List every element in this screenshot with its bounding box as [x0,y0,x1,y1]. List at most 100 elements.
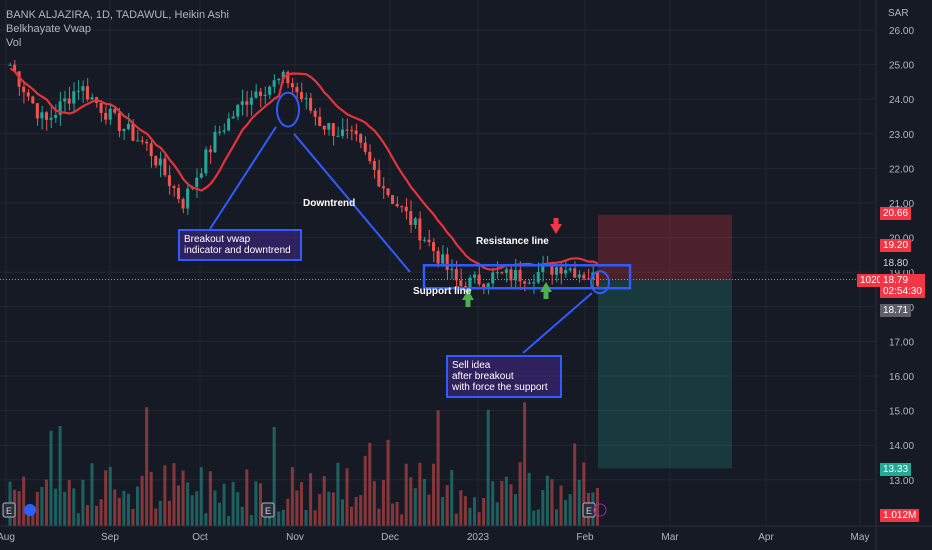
earnings-marker[interactable] [582,502,596,518]
volume-bar [523,402,527,526]
earnings-marker-label: E [6,506,12,516]
candle [163,158,167,176]
candle [363,142,367,152]
volume-label[interactable]: Vol [6,37,22,49]
volume-bar [240,506,244,526]
volume-bar [422,478,426,526]
candle [227,118,231,131]
volume-bar [181,470,185,526]
candle [350,130,354,132]
volume-bar [559,485,563,526]
volume-bar [504,476,508,526]
volume-bar [281,509,285,526]
volume-bar [17,491,21,526]
volume-bar [554,509,559,526]
candle [122,129,126,132]
candle [422,239,426,241]
volume-bar [268,512,272,526]
volume-bar [404,463,408,526]
y-tick-label: 23.00 [889,130,914,141]
candle [272,80,276,87]
candle [504,269,508,273]
volume-bar [163,465,167,526]
target-low-tag: 13.33 [880,463,912,476]
volume-bar [126,493,130,526]
candle [568,268,572,271]
volume-bar [227,515,231,526]
candle [482,284,486,287]
breakout-circle [276,91,300,128]
volume-bar [309,473,313,526]
candle [318,116,322,126]
candle [409,211,413,225]
candle [400,206,404,208]
y-tick-label: 21.00 [889,199,914,210]
candle [104,112,108,120]
volume-bar [545,475,549,526]
x-tick-label: Oct [192,532,208,543]
candle [277,79,281,81]
x-tick-label: Aug [0,532,15,543]
candle [145,141,149,144]
candle [208,149,212,153]
candle [158,158,162,166]
range-box [422,264,632,290]
y-tick-label: 25.00 [889,61,914,72]
candle [532,282,536,284]
dividend-marker[interactable] [24,504,36,516]
volume-bar [500,480,504,526]
volume-bar [577,479,581,526]
candle [204,149,208,174]
earnings-marker[interactable] [261,502,275,518]
volume-bar [486,409,490,526]
candle [391,195,395,204]
earnings-marker[interactable] [2,502,16,518]
countdown: 02:54:30 [883,286,922,297]
candle [172,186,176,189]
candle [263,94,267,96]
volume-bar [532,510,536,526]
volume-bar [354,497,358,526]
volume-bar [58,426,62,526]
volume-bar [477,512,481,526]
volume-bar [491,481,495,526]
stop-zone [598,214,732,280]
candle [513,269,518,281]
volume-bar [468,507,472,526]
volume-bar [327,491,331,526]
volume-bar [331,492,335,526]
volume-bar [413,488,417,526]
volume-bar [54,488,58,526]
candle [140,140,144,142]
target-high-tag: 20.66 [880,207,912,220]
candle [81,86,85,91]
volume-bar [31,505,35,526]
candle [217,131,222,133]
volume-bar [518,462,522,526]
volume-bar [472,497,477,526]
symbol-title[interactable]: BANK ALJAZIRA, 1D, TADAWUL, Heikin Ashi [6,9,229,21]
volume-bar [304,510,308,526]
volume-bar [231,481,235,526]
resistance-down-arrow [550,218,562,234]
indicator-label[interactable]: Belkhayate Vwap [6,23,91,35]
candle [441,254,445,264]
volume-bar [290,467,294,526]
volume-bar [482,497,486,526]
candle [564,270,568,274]
candle [17,71,21,87]
vwap-line [9,67,599,271]
y-tick-label: 17.00 [889,337,914,348]
candle [54,115,58,118]
candle [413,218,417,225]
split-marker[interactable] [593,503,607,517]
y-tick-label: 24.00 [889,95,914,106]
candle [49,117,53,120]
candle [240,101,244,105]
sell-arrow [522,292,593,354]
candle [336,135,340,137]
earnings-marker-label: E [265,506,271,516]
volume-bar [236,492,240,526]
downtrend-label: Downtrend [303,198,356,209]
